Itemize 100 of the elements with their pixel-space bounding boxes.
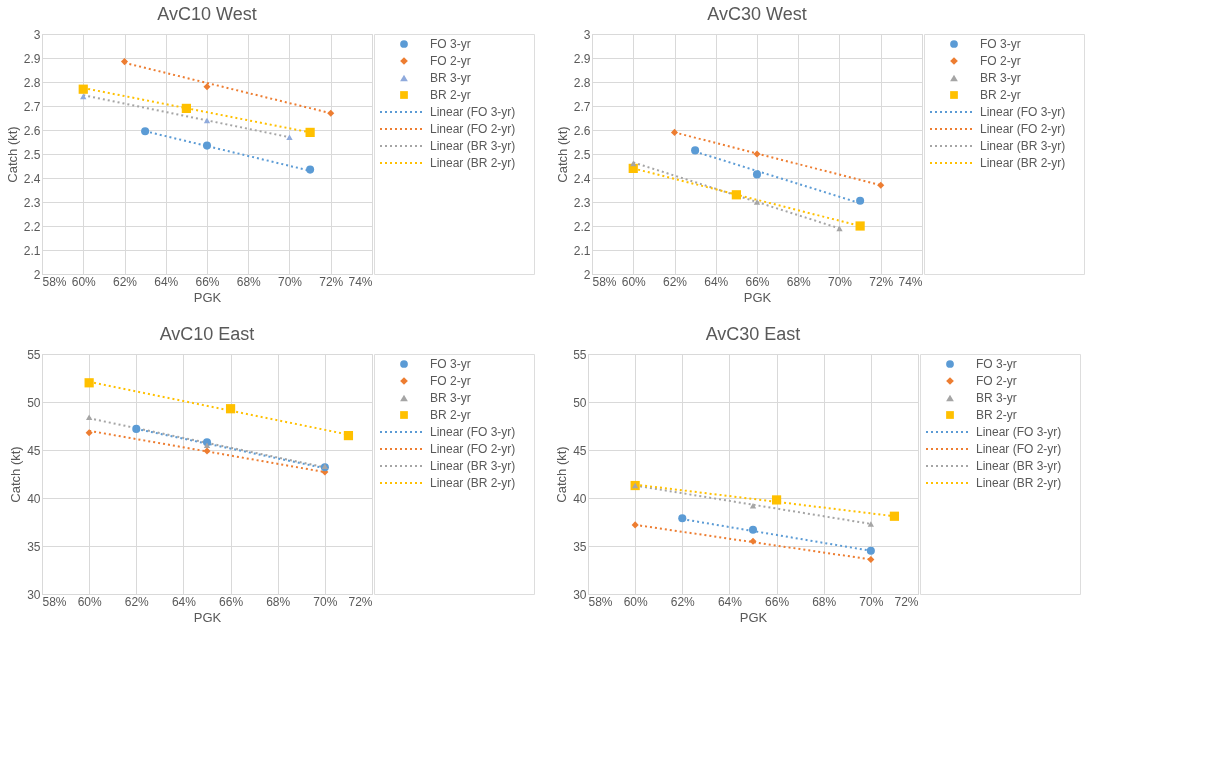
legend-label: Linear (FO 2-yr) [980, 122, 1066, 136]
y-axis-title: Catch (kt) [4, 126, 20, 183]
y-tick-label: 40 [573, 491, 587, 506]
legend-label: BR 3-yr [976, 391, 1017, 405]
x-tick-label: 64% [704, 274, 729, 289]
y-axis-title: Catch (kt) [554, 126, 570, 183]
y-tick-label: 50 [27, 395, 41, 410]
y-tick-label: 45 [573, 443, 587, 458]
x-tick-label: 64% [154, 274, 179, 289]
legend-label: Linear (FO 3-yr) [980, 105, 1066, 119]
x-tick-label: 72% [319, 274, 344, 289]
chart-title: AvC10 West [157, 4, 257, 24]
x-tick-label: 58% [592, 274, 617, 289]
y-tick-label: 30 [27, 587, 41, 602]
y-tick-label: 40 [27, 491, 41, 506]
x-tick-label: 66% [745, 274, 770, 289]
legend-label: Linear (FO 2-yr) [430, 442, 516, 456]
legend-label: Linear (FO 3-yr) [430, 425, 516, 439]
y-tick-label: 2.3 [23, 195, 41, 210]
x-tick-label: 70% [859, 594, 884, 609]
legend-label: Linear (BR 2-yr) [430, 156, 516, 170]
x-tick-label: 70% [827, 274, 853, 289]
x-tick-label: 64% [171, 594, 197, 609]
x-axis-title: PGK [739, 609, 768, 625]
legend-label: FO 3-yr [430, 37, 471, 51]
y-tick-label: 2.7 [23, 99, 41, 114]
legend-label: BR 2-yr [980, 88, 1021, 102]
x-tick-label: 68% [812, 594, 837, 609]
y-tick-label: 55 [573, 347, 587, 362]
x-tick-label: 68% [786, 274, 812, 289]
y-tick-label: 3 [583, 27, 591, 42]
legend-label: Linear (BR 2-yr) [980, 156, 1066, 170]
x-tick-label: 60% [71, 274, 97, 289]
y-tick-label: 2.2 [23, 219, 41, 234]
y-tick-label: 2.8 [23, 75, 41, 90]
x-tick-label: 70% [313, 594, 338, 609]
legend-label: FO 2-yr [430, 374, 471, 388]
y-tick-label: 50 [573, 395, 587, 410]
y-tick-label: 2.9 [23, 51, 41, 66]
legend-label: FO 3-yr [976, 357, 1017, 371]
x-tick-label: 66% [765, 594, 790, 609]
x-tick-label: 74% [348, 274, 373, 289]
x-tick-label: 72% [348, 594, 373, 609]
y-tick-label: 2.9 [573, 51, 591, 66]
x-tick-label: 58% [42, 594, 67, 609]
y-tick-label: 2.4 [573, 171, 591, 186]
legend-label: Linear (BR 3-yr) [430, 139, 516, 153]
y-axis-title: Catch (kt) [8, 446, 24, 503]
x-tick-label: 68% [266, 594, 291, 609]
x-tick-label: 64% [717, 594, 743, 609]
y-tick-label: 45 [27, 443, 41, 458]
legend-label: FO 3-yr [980, 37, 1021, 51]
x-tick-label: 70% [277, 274, 303, 289]
legend-label: Linear (FO 3-yr) [976, 425, 1062, 439]
y-tick-label: 2.8 [573, 75, 591, 90]
y-tick-label: 2.6 [23, 123, 41, 138]
x-tick-label: 62% [670, 594, 696, 609]
y-tick-label: 2.1 [23, 243, 41, 258]
legend-label: BR 3-yr [980, 71, 1021, 85]
legend-label: FO 2-yr [980, 54, 1021, 68]
y-tick-label: 2.1 [573, 243, 591, 258]
legend-label: BR 2-yr [430, 408, 471, 422]
chart-title: AvC30 East [705, 324, 801, 344]
y-tick-label: 2.3 [573, 195, 591, 210]
legend-label: Linear (BR 2-yr) [430, 476, 516, 490]
y-tick-label: 2.4 [23, 171, 41, 186]
y-tick-label: 30 [573, 587, 587, 602]
x-tick-label: 62% [124, 594, 150, 609]
x-axis-title: PGK [193, 609, 222, 625]
x-tick-label: 72% [869, 274, 894, 289]
legend-label: BR 3-yr [430, 391, 471, 405]
x-tick-label: 72% [894, 594, 919, 609]
x-tick-label: 68% [236, 274, 262, 289]
legend-label: Linear (FO 3-yr) [430, 105, 516, 119]
legend-label: Linear (BR 3-yr) [430, 459, 516, 473]
legend-label: BR 3-yr [430, 71, 471, 85]
y-tick-label: 2.6 [573, 123, 591, 138]
x-tick-label: 66% [195, 274, 220, 289]
x-tick-label: 58% [588, 594, 613, 609]
y-tick-label: 2 [583, 267, 591, 282]
legend-label: BR 2-yr [976, 408, 1017, 422]
legend-label: Linear (FO 2-yr) [976, 442, 1062, 456]
y-tick-label: 2.5 [573, 147, 591, 162]
y-tick-label: 35 [27, 539, 41, 554]
y-axis-title: Catch (kt) [554, 446, 570, 503]
legend-label: Linear (BR 2-yr) [976, 476, 1062, 490]
x-tick-label: 62% [112, 274, 138, 289]
chart-title: AvC30 West [707, 4, 807, 24]
chart-title: AvC10 East [159, 324, 255, 344]
x-tick-label: 62% [662, 274, 688, 289]
y-tick-label: 55 [27, 347, 41, 362]
x-tick-label: 60% [77, 594, 102, 609]
y-tick-label: 3 [33, 27, 41, 42]
legend-label: Linear (FO 2-yr) [430, 122, 516, 136]
y-tick-label: 2.7 [573, 99, 591, 114]
x-tick-label: 66% [219, 594, 244, 609]
x-axis-title: PGK [193, 289, 222, 305]
y-tick-label: 35 [573, 539, 587, 554]
legend-label: BR 2-yr [430, 88, 471, 102]
legend-label: FO 3-yr [430, 357, 471, 371]
